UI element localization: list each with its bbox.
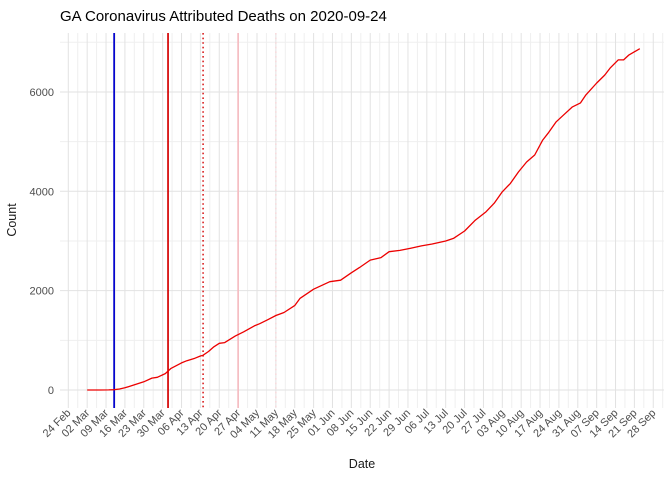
y-tick-label: 0 [48,385,54,397]
y-tick-label: 6000 [30,87,54,99]
grid-major [60,33,664,408]
y-tick-label: 4000 [30,186,54,198]
event-vlines [113,33,277,408]
grid-minor [60,33,664,408]
deaths-line-series [87,48,641,391]
x-axis-title: Date [349,457,375,471]
y-axis-title: Count [5,203,19,237]
cumulative-deaths-line [87,48,641,391]
y-axis-tick-labels: 0 2000 4000 6000 [30,87,54,397]
y-tick-label: 2000 [30,286,54,298]
chart-title: GA Coronavirus Attributed Deaths on 2020… [60,8,387,25]
